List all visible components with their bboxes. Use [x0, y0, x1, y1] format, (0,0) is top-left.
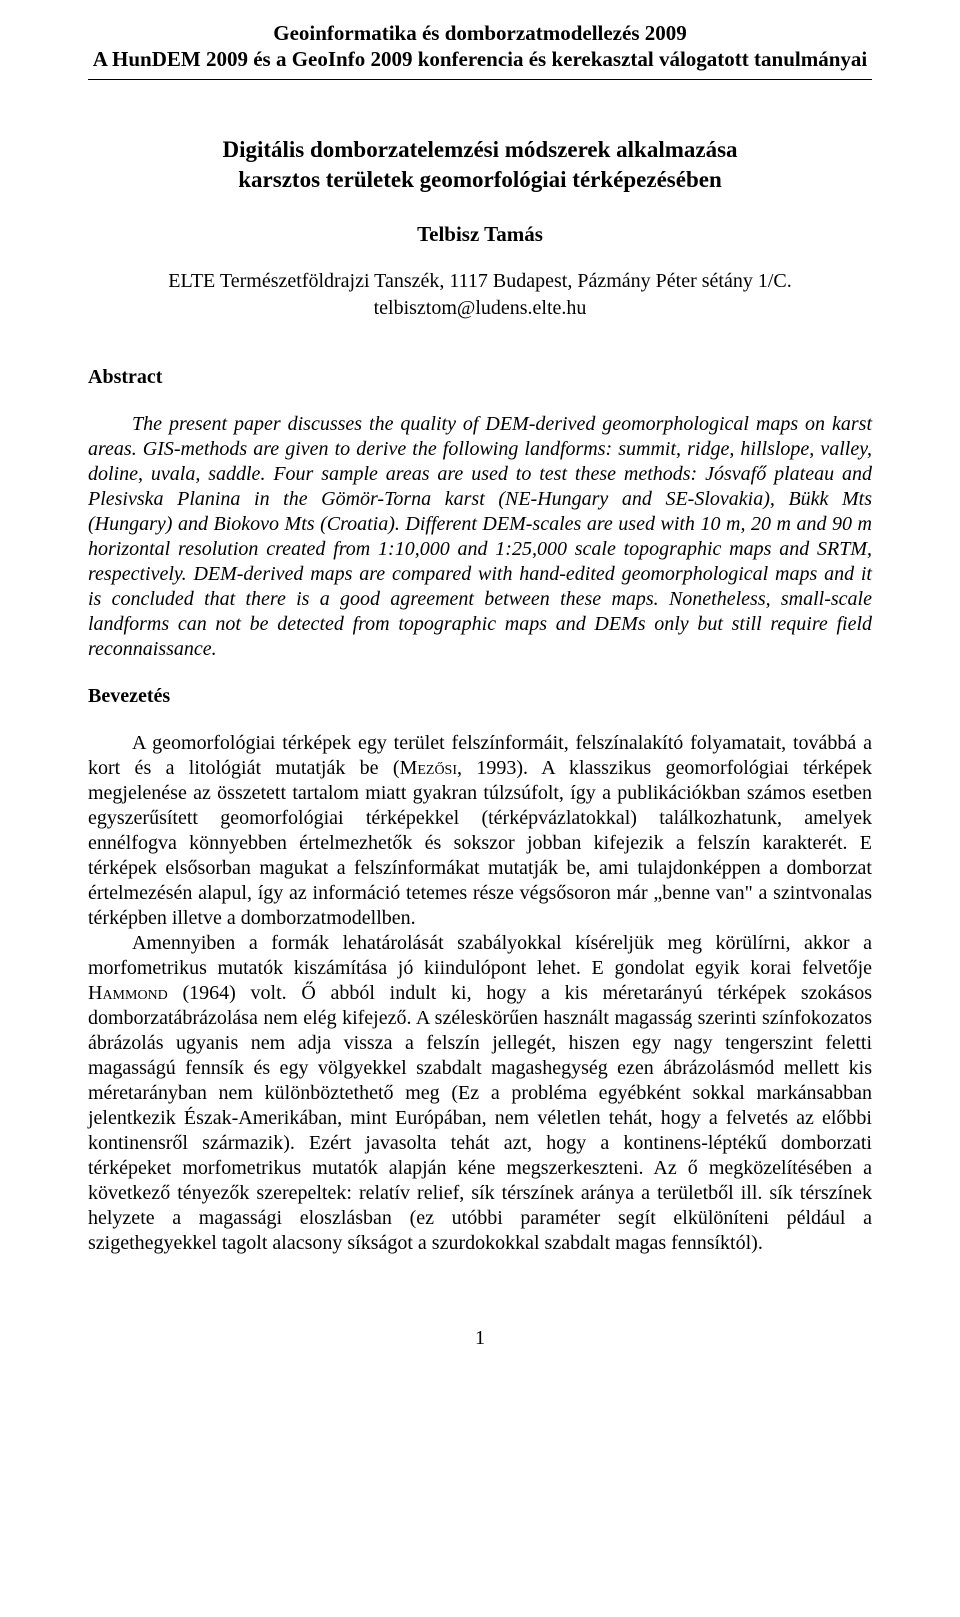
body-paragraph-1: A geomorfológiai térképek egy terület fe…	[88, 731, 872, 931]
author-name: Telbisz Tamás	[88, 221, 872, 247]
running-header: Geoinformatika és domborzatmodellezés 20…	[88, 20, 872, 73]
para2-post: (1964) volt. Ő abból indult ki, hogy a k…	[88, 982, 872, 1254]
header-line-2: A HunDEM 2009 és a GeoInfo 2009 konferen…	[88, 46, 872, 72]
abstract-text: The present paper discusses the quality …	[88, 413, 872, 660]
paper-title-line-2: karsztos területek geomorfológiai térkép…	[88, 166, 872, 195]
header-line-1: Geoinformatika és domborzatmodellezés 20…	[88, 20, 872, 46]
affiliation: ELTE Természetföldrajzi Tanszék, 1117 Bu…	[88, 269, 872, 294]
author-email: telbisztom@ludens.elte.hu	[88, 296, 872, 321]
header-rule	[88, 79, 872, 80]
page-number: 1	[88, 1326, 872, 1351]
intro-heading: Bevezetés	[88, 684, 872, 709]
abstract-heading: Abstract	[88, 365, 872, 390]
paper-title-line-1: Digitális domborzatelemzési módszerek al…	[88, 136, 872, 165]
para1-post: , 1993). A klasszikus geomorfológiai tér…	[88, 757, 872, 929]
citation-hammond: Hammond	[88, 982, 168, 1004]
citation-mezosi: Mezősi	[400, 757, 457, 779]
body-paragraph-2: Amennyiben a formák lehatárolását szabál…	[88, 931, 872, 1256]
abstract-paragraph: The present paper discusses the quality …	[88, 412, 872, 662]
para2-pre: Amennyiben a formák lehatárolását szabál…	[88, 932, 872, 979]
